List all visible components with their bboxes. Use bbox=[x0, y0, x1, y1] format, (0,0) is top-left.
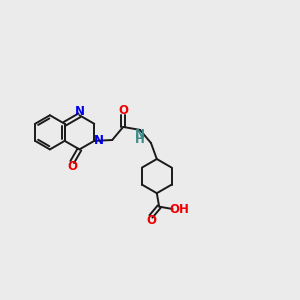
Text: O: O bbox=[118, 104, 128, 117]
Text: H: H bbox=[135, 133, 145, 146]
Text: OH: OH bbox=[169, 202, 189, 215]
Text: N: N bbox=[93, 134, 103, 147]
Text: O: O bbox=[146, 214, 156, 227]
Text: N: N bbox=[135, 128, 145, 141]
Text: N: N bbox=[74, 105, 85, 118]
Text: O: O bbox=[67, 160, 77, 173]
